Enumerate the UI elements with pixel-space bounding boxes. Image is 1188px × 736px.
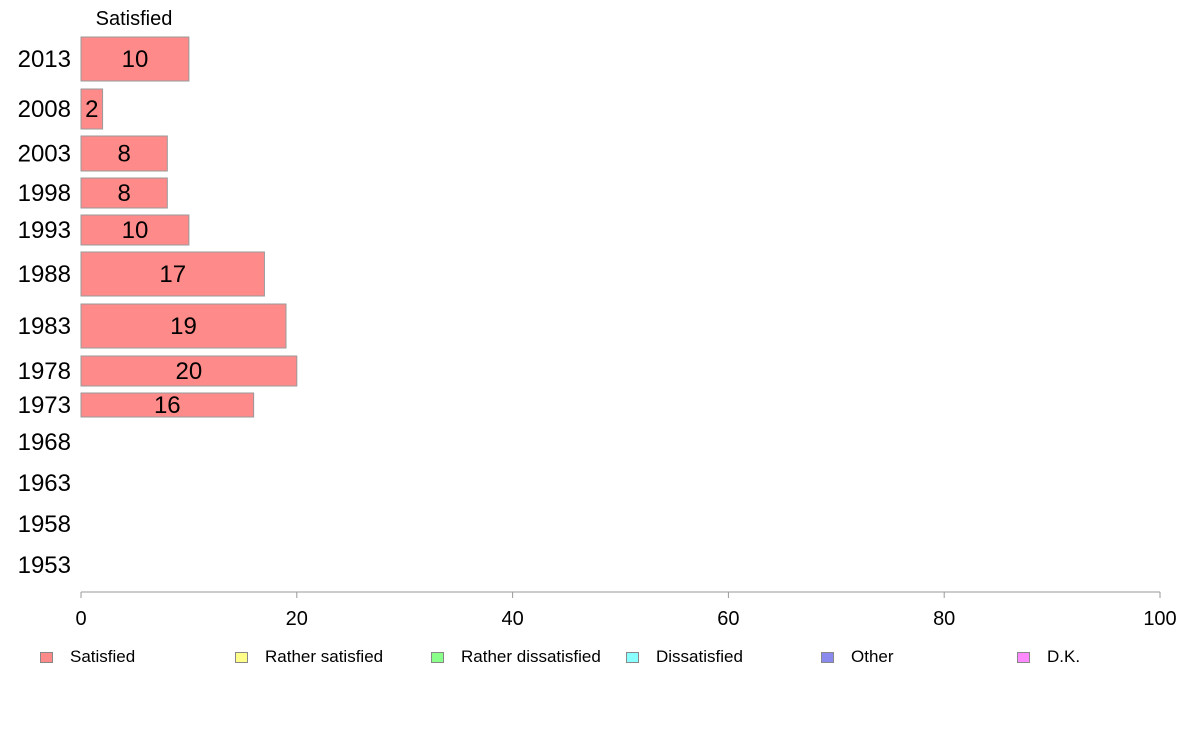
series-top-label: Satisfied: [96, 8, 173, 30]
x-axis-ticks: 0 20 40 60 80 100: [75, 592, 1177, 630]
legend-swatch-dissatisfied: [626, 651, 639, 663]
legend-item-rather-dissatisfied: Rather dissatisfied: [431, 646, 601, 668]
y-tick-label: 2013: [18, 46, 71, 73]
data-label: 19: [170, 313, 197, 340]
y-tick-label: 1963: [18, 470, 71, 497]
y-tick-label: 1998: [18, 180, 71, 207]
bar-segment: [80, 88, 104, 130]
data-label: 2: [85, 96, 98, 123]
bar-segment: [80, 355, 298, 387]
legend-swatch-satisfied: [40, 651, 53, 663]
bar-segment: [80, 303, 287, 349]
y-tick-label: 1958: [18, 511, 71, 538]
legend-item-dk: D.K.: [1017, 646, 1080, 668]
legend-label-rather-satisfied: Rather satisfied: [265, 647, 384, 666]
legend-label-dissatisfied: Dissatisfied: [656, 647, 743, 666]
legend-swatch-rather-satisfied: [235, 651, 248, 663]
y-tick-label: 1988: [18, 261, 71, 288]
data-label: 10: [122, 46, 149, 73]
data-label: 8: [117, 180, 130, 207]
bar-segment: [80, 392, 255, 418]
y-tick-label: 1973: [18, 392, 71, 419]
bar-segment: [80, 214, 190, 246]
data-label: 16: [154, 392, 181, 419]
data-label: 8: [117, 141, 130, 168]
bar-segment: [80, 135, 168, 172]
data-label: 17: [159, 261, 186, 288]
y-tick-label: 2003: [18, 141, 71, 168]
data-label: 20: [176, 358, 203, 385]
x-tick-label: 60: [717, 608, 739, 630]
legend-label-satisfied: Satisfied: [70, 647, 136, 666]
x-tick-label: 0: [75, 608, 86, 630]
y-tick-label: 2008: [18, 96, 71, 123]
bar-segment: [80, 177, 168, 209]
y-tick-label: 1993: [18, 217, 71, 244]
legend-item-satisfied: Satisfied: [40, 646, 135, 668]
y-tick-label: 1953: [18, 552, 71, 579]
legend-label-other: Other: [851, 647, 894, 666]
x-tick-label: 40: [501, 608, 523, 630]
bar-segment: [80, 36, 190, 82]
legend-swatch-other: [821, 651, 834, 663]
legend-swatch-rather-dissatisfied: [431, 651, 444, 663]
x-tick-label: 80: [933, 608, 955, 630]
y-tick-label: 1968: [18, 429, 71, 456]
legend-item-dissatisfied: Dissatisfied: [626, 646, 743, 668]
x-tick-label: 20: [286, 608, 308, 630]
legend-item-other: Other: [821, 646, 894, 668]
legend-label-dk: D.K.: [1047, 647, 1081, 666]
legend-swatch-dk: [1017, 651, 1030, 663]
y-axis-labels: 2013 2008 2003 1998 1993 1988 1983 1978 1973 1968…: [18, 46, 71, 579]
x-tick-label: 100: [1143, 608, 1176, 630]
bar-segment: [80, 251, 265, 297]
data-label: 10: [122, 217, 149, 244]
legend-label-rather-dissatisfied: Rather dissatisfied: [461, 647, 601, 666]
legend: Satisfied Rather satisfied Rather dissat…: [0, 646, 1188, 670]
y-tick-label: 1978: [18, 358, 71, 385]
y-tick-label: 1983: [18, 313, 71, 340]
legend-item-rather-satisfied: Rather satisfied: [235, 646, 383, 668]
